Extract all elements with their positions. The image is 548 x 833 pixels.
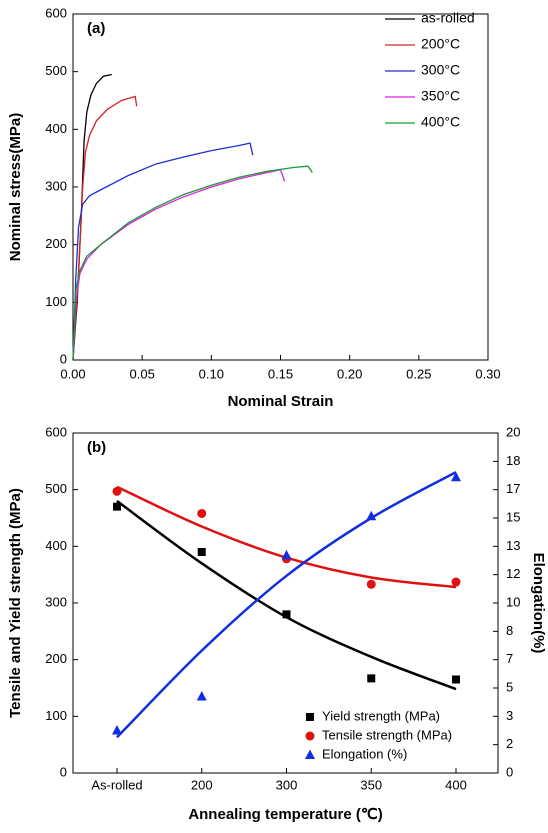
legend-label: as-rolled <box>421 10 475 26</box>
x-axis-title: Nominal Strain <box>228 393 334 410</box>
legend-label: Elongation (%) <box>322 746 407 761</box>
marker-circle <box>197 508 207 518</box>
y-tick-label: 200 <box>45 236 67 251</box>
marker-triangle <box>305 749 315 759</box>
y-tick-label: 0 <box>60 351 67 366</box>
marker-circle <box>366 579 376 589</box>
stress-strain-curve <box>72 73 112 361</box>
fit-curve <box>116 471 457 739</box>
y2-tick-label: 13 <box>506 538 520 553</box>
x-tick-label: 0.05 <box>130 366 155 381</box>
y-axis-title: Nominal stress(MPa) <box>7 113 24 261</box>
fit-curve <box>116 499 457 691</box>
y2-tick-label: 10 <box>506 594 520 609</box>
y2-tick-label: 2 <box>506 736 513 751</box>
y2-tick-label: 18 <box>506 453 520 468</box>
y-tick-label: 0 <box>60 764 67 779</box>
x-tick-label: 300 <box>276 777 298 792</box>
marker-square <box>113 502 121 511</box>
x-tick-label: 0.15 <box>268 366 293 381</box>
stress-strain-curve <box>72 142 254 361</box>
marker-triangle <box>281 549 292 560</box>
y-tick-label: 500 <box>45 63 67 78</box>
y2-tick-label: 12 <box>506 566 520 581</box>
legend-label: 350°C <box>421 88 460 104</box>
marker-circle <box>112 486 122 496</box>
y2-tick-label: 0 <box>506 764 513 779</box>
y-tick-label: 400 <box>45 538 67 553</box>
legend-label: 200°C <box>421 36 460 52</box>
x-tick-label: 0.00 <box>60 366 85 381</box>
marker-triangle <box>366 510 377 521</box>
y2-tick-label: 7 <box>506 651 513 666</box>
marker-square <box>197 548 206 556</box>
y-tick-label: 200 <box>45 651 67 666</box>
stress-strain-curve <box>72 95 138 361</box>
y-axis-title: Tensile and Yield strength (MPa) <box>7 488 24 718</box>
legend-label: Tensile strength (MPa) <box>322 727 452 742</box>
marker-square <box>367 674 376 683</box>
y-tick-label: 100 <box>45 708 67 723</box>
marker-square <box>282 610 291 619</box>
stress-strain-curve <box>72 165 313 361</box>
x-tick-label: 400 <box>445 777 467 792</box>
y-tick-label: 300 <box>45 594 67 609</box>
y2-tick-label: 8 <box>506 623 513 638</box>
y2-tick-label: 3 <box>506 708 513 723</box>
y-tick-label: 600 <box>45 5 67 20</box>
y2-tick-label: 15 <box>506 509 520 524</box>
y2-tick-label: 5 <box>506 679 513 694</box>
x-tick-label: 0.25 <box>406 366 431 381</box>
panel-label: (a) <box>87 20 105 37</box>
y-tick-label: 500 <box>45 481 67 496</box>
stress-strain-curve <box>72 168 286 361</box>
legend-label: 300°C <box>421 62 460 78</box>
y2-axis-title: Elongation(%) <box>530 553 547 654</box>
marker-triangle <box>112 725 122 735</box>
marker-circle <box>451 577 461 587</box>
x-tick-label: 0.20 <box>337 366 362 381</box>
marker-square <box>306 713 314 721</box>
y-tick-label: 300 <box>45 178 67 193</box>
x-tick-label: 350 <box>360 777 382 792</box>
y2-tick-label: 20 <box>506 424 520 439</box>
legend-label: 400°C <box>421 114 460 130</box>
marker-square <box>452 675 460 684</box>
marker-triangle <box>196 691 207 701</box>
legend-label: Yield strength (MPa) <box>322 708 440 723</box>
y-tick-label: 400 <box>45 121 67 136</box>
marker-circle <box>305 731 315 741</box>
y2-tick-label: 17 <box>506 481 520 496</box>
x-tick-label: 0.10 <box>199 366 224 381</box>
y-tick-label: 600 <box>45 424 67 439</box>
y-tick-label: 100 <box>45 294 67 309</box>
x-axis-title: Annealing temperature (℃) <box>188 806 382 823</box>
marker-triangle <box>451 471 461 482</box>
x-tick-label: 200 <box>191 777 213 792</box>
x-tick-label: As-rolled <box>91 777 142 792</box>
fit-curve <box>116 485 457 589</box>
x-tick-label: 0.30 <box>475 366 500 381</box>
panel-label: (b) <box>87 439 106 456</box>
